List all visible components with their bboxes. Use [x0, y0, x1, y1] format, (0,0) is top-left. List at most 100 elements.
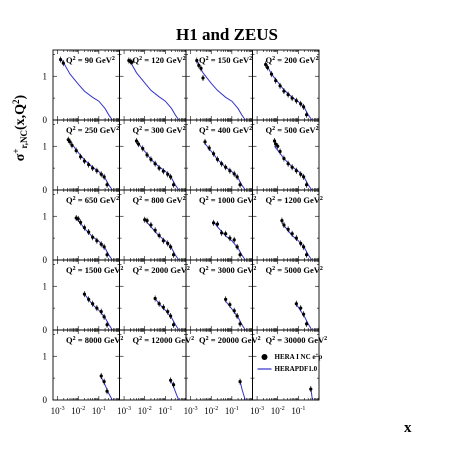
data-point [91, 235, 95, 239]
data-point [276, 144, 280, 148]
data-point [274, 142, 278, 146]
legend-label-curve: HERAPDF1.0 [275, 365, 318, 373]
data-point [294, 99, 298, 103]
panel-q2-label: Q2 = 2000 GeV2 [133, 265, 190, 275]
legend-marker-data [261, 354, 268, 360]
data-point [78, 155, 83, 159]
data-point [149, 157, 153, 161]
panel-q2-label: Q2 = 400 GeV2 [199, 125, 252, 135]
data-point [161, 169, 165, 173]
data-point [286, 227, 290, 231]
data-point [74, 149, 78, 153]
data-point [166, 241, 170, 245]
panel-q2-label: Q2 = 90 GeV2 [66, 55, 115, 65]
data-point [211, 152, 216, 156]
data-point [302, 105, 306, 109]
data-point [228, 236, 232, 240]
data-point [220, 231, 224, 235]
y-tick-label: 0 [43, 395, 48, 405]
data-point [215, 157, 220, 161]
data-point [70, 143, 74, 147]
x-tick-label: 10-2 [204, 406, 218, 416]
data-point [304, 113, 309, 117]
x-tick-label: 10-1 [291, 406, 305, 416]
panel-150: Q2 = 150 GeV2 [185, 49, 253, 121]
y-tick-label: 1 [43, 211, 48, 221]
data-point [87, 230, 91, 234]
x-tick-label: 10-2 [271, 406, 285, 416]
y-tick-label: 0 [43, 115, 48, 125]
data-point [203, 140, 207, 144]
y-tick-label: 0 [43, 255, 48, 265]
data-point [105, 253, 109, 257]
data-point [199, 66, 203, 70]
data-point [286, 162, 290, 166]
panel-1200: Q2 = 1200 GeV2 [252, 189, 323, 261]
data-point [171, 183, 176, 187]
data-point [232, 172, 236, 176]
panel-250: Q2 = 250 GeV2 [52, 119, 120, 191]
panel-q2-label: Q2 = 8000 GeV2 [66, 335, 123, 345]
y-tick-label: 1 [43, 71, 48, 81]
data-point [220, 162, 224, 166]
data-point [166, 172, 170, 176]
data-point [224, 232, 228, 236]
panel-650: Q2 = 650 GeV2 [52, 189, 120, 261]
data-point [269, 72, 274, 76]
herapdf-curve [67, 138, 113, 191]
data-point [302, 245, 306, 249]
data-point [99, 172, 103, 176]
data-point [102, 245, 106, 249]
data-point [161, 305, 165, 309]
data-point [232, 309, 236, 313]
data-point [238, 322, 242, 326]
data-point [274, 79, 278, 83]
panel-120: Q2 = 120 GeV2 [119, 49, 187, 121]
y-tick-label: 1 [43, 281, 48, 291]
data-point [294, 302, 298, 306]
x-tick-label: 10-3 [250, 406, 264, 416]
data-point [294, 169, 298, 173]
data-point [224, 165, 228, 169]
data-point [82, 226, 87, 230]
data-point [169, 314, 173, 318]
x-tick-label: 10-3 [184, 406, 198, 416]
data-point [304, 322, 309, 326]
panel-q2-label: Q2 = 5000 GeV2 [266, 265, 323, 275]
data-point [78, 220, 83, 224]
data-point [102, 380, 106, 384]
data-point [102, 315, 106, 319]
y-tick-label: 0 [43, 325, 48, 335]
data-point [290, 96, 294, 100]
data-point [299, 172, 303, 176]
data-point [169, 245, 173, 249]
herapdf-curve [170, 379, 180, 401]
panel-q2-label: Q2 = 200 GeV2 [266, 55, 319, 65]
data-point [95, 239, 99, 243]
data-point [304, 253, 309, 257]
data-point [207, 146, 211, 150]
panel-q2-label: Q2 = 3000 GeV2 [199, 265, 256, 275]
data-point [157, 233, 161, 238]
data-point [91, 166, 95, 170]
panel-2000: Q2 = 2000 GeV2 [119, 259, 190, 331]
data-point [149, 223, 153, 227]
data-point [302, 175, 306, 179]
y-axis-label: σ+r,NC(x,Q2) [11, 94, 29, 161]
data-point [145, 153, 149, 157]
data-point [290, 232, 294, 236]
data-point [141, 146, 145, 151]
panel-90: Q2 = 90 GeV2 [52, 49, 120, 121]
panel-8000: Q2 = 8000 GeV2 [52, 329, 123, 401]
data-point [302, 312, 306, 316]
data-point [99, 374, 103, 378]
x-tick-label: 10-3 [51, 406, 65, 416]
x-tick-label: 10-1 [225, 406, 239, 416]
data-point [286, 93, 290, 97]
panel-q2-label: Q2 = 1200 GeV2 [266, 195, 323, 205]
data-point [201, 76, 205, 80]
data-point [278, 149, 282, 154]
data-point [238, 253, 242, 257]
